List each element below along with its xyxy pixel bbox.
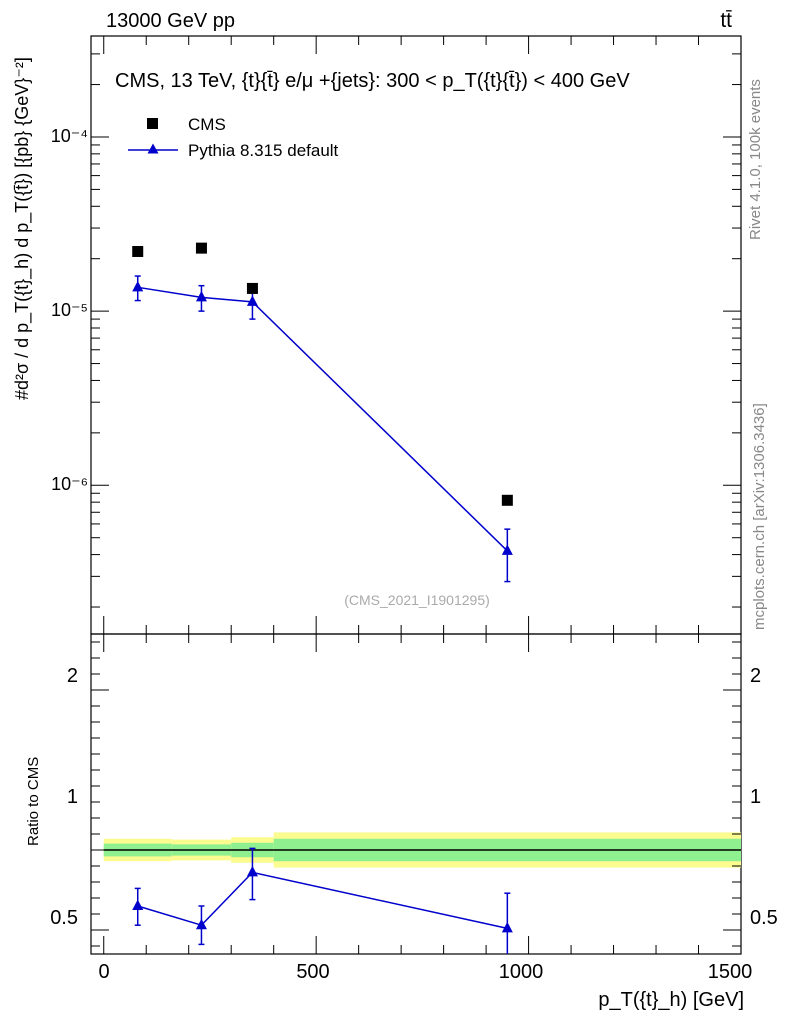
ratio-frame: [90, 633, 742, 955]
ratio-panel: 2 1 0.5 2 1 0.5 Ratio to CMS 0 500 1000 …: [25, 633, 778, 1011]
legend: CMS Pythia 8.315 default: [128, 115, 339, 160]
header-left-text: 13000 GeV pp: [106, 10, 235, 32]
x-tick-label-0: 0: [98, 961, 109, 983]
ratio-y-tick-label-1-right: 1: [750, 786, 761, 808]
legend-pythia-label: Pythia 8.315 default: [188, 141, 339, 160]
main-y-tick-label-1e-6: 10⁻⁶: [51, 474, 88, 494]
ratio-point: [195, 918, 207, 930]
x-tick-label-1000: 1000: [499, 961, 544, 983]
ratio-y-axis-label: Ratio to CMS: [25, 757, 42, 846]
ratio-y-tick-label-2-left: 2: [67, 665, 78, 687]
legend-cms-label: CMS: [188, 115, 226, 134]
main-y-tick-label-1e-4: 10⁻⁴: [51, 126, 88, 146]
pythia-point: [132, 280, 144, 292]
cms-point: [132, 245, 144, 257]
header-right-text: tt̄: [720, 9, 732, 32]
ratio-point: [246, 865, 258, 877]
main-panel: CMS, 13 TeV, {t}{t̄} e/μ +{jets}: 300 < …: [12, 35, 742, 635]
ratio-pythia-line: [137, 871, 508, 930]
pythia-point: [246, 295, 258, 306]
cms-point: [501, 494, 513, 506]
ratio-point: [132, 899, 144, 910]
ratio-data: [132, 847, 513, 954]
ratio-ticks: [91, 634, 742, 954]
main-y-tick-label-1e-5: 10⁻⁵: [51, 300, 88, 320]
pythia-point: [195, 290, 207, 302]
ratio-y-tick-label-05-left: 0.5: [50, 907, 78, 929]
ratio-y-tick-label-05-right: 0.5: [750, 907, 778, 929]
main-y-axis-label: #d²σ / d p_T({t}_h) d p_T({t̄}) [{pb} {G…: [12, 57, 33, 400]
x-axis-label: p_T({t}_h) [GeV]: [598, 989, 744, 1011]
side-rivet-text: Rivet 4.1.0, 100k events: [747, 79, 764, 240]
legend-pythia-marker: [147, 143, 159, 154]
ratio-y-tick-label-1-left: 1: [67, 786, 78, 808]
cms-point: [246, 282, 258, 294]
main-title: CMS, 13 TeV, {t}{t̄} e/μ +{jets}: 300 < …: [115, 70, 630, 92]
ratio-point: [501, 921, 513, 933]
legend-cms-marker: [147, 118, 158, 129]
pythia-line: [137, 286, 508, 552]
x-tick-label-500: 500: [296, 961, 329, 983]
main-ticks: [91, 36, 742, 634]
x-tick-label-1500: 1500: [708, 961, 753, 983]
ratio-bands: [103, 832, 741, 868]
side-mcplots-text: mcplots.cern.ch [arXiv:1306.3436]: [751, 403, 768, 630]
ratio-y-tick-label-2-right: 2: [750, 665, 761, 687]
main-data: [132, 242, 513, 583]
pythia-point: [501, 544, 513, 555]
cms-point: [195, 242, 207, 254]
analysis-watermark: (CMS_2021_I1901295): [344, 592, 490, 608]
